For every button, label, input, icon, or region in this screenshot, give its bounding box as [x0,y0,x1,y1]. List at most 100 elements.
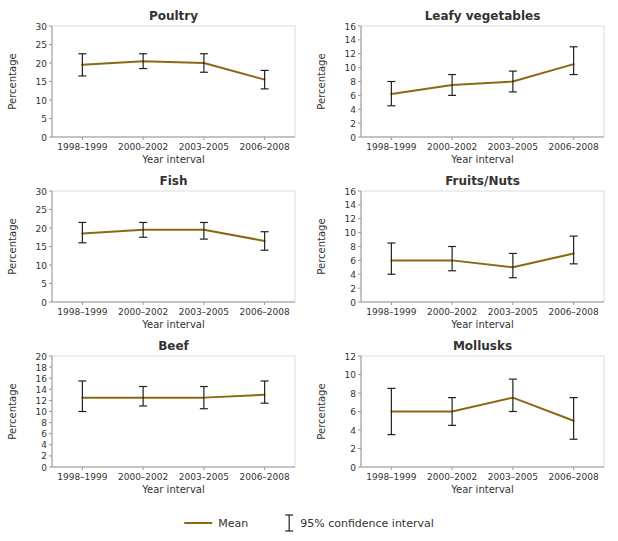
y-tick [49,367,52,368]
error-bar-cap [261,380,269,381]
error-bar-cap [570,397,578,398]
error-bar-cap [139,222,147,223]
y-tick [358,448,361,449]
y-tick-label: 30 [36,22,48,32]
error-bar [509,253,517,277]
x-tick [512,467,513,470]
x-tick-label: 1998–1999 [366,472,417,482]
y-tick [49,283,52,284]
y-tick [49,81,52,82]
panel-title: Poultry [149,9,198,23]
error-bar-cap [200,222,208,223]
x-tick [512,302,513,305]
error-bar-stem [264,70,265,89]
error-bar-cap [509,70,517,71]
legend-symbol [289,515,290,531]
legend-symbol [285,530,293,531]
y-tick-label: 10 [36,407,48,417]
error-bar [200,387,208,409]
y-tick-label: 2 [41,451,47,461]
error-bar-stem [452,75,453,96]
error-bar-stem [391,82,392,106]
y-tick [49,467,52,468]
error-bar-cap [448,270,456,271]
error-bar-cap [78,222,86,223]
x-tick [264,137,265,140]
error-bar-cap [448,95,456,96]
y-tick [358,274,361,275]
x-tick [391,302,392,305]
error-bar-stem [143,222,144,237]
error-bar [448,75,456,96]
y-tick [358,232,361,233]
panel: Poultry0510152025301998–19992000–2002200… [7,9,295,165]
y-tick-label: 4 [350,105,356,115]
error-bar-cap [200,239,208,240]
error-bar-cap [509,253,517,254]
y-tick-label: 10 [345,228,357,238]
figure: Poultry0510152025301998–19992000–2002200… [0,0,618,541]
y-tick [49,455,52,456]
y-tick-label: 4 [41,440,47,450]
y-tick [358,39,361,40]
y-axis-label: Percentage [316,218,327,274]
error-bar-cap [200,72,208,73]
x-tick [452,467,453,470]
error-bar-cap [387,105,395,106]
y-tick [49,137,52,138]
y-tick [358,67,361,68]
x-tick [452,302,453,305]
x-tick-label: 2006–2008 [239,307,290,317]
x-axis-label: Year interval [450,319,513,330]
error-bar-cap [200,408,208,409]
y-tick-label: 14 [345,200,357,210]
y-tick-label: 5 [41,114,47,124]
y-tick-label: 15 [36,242,47,252]
mean-line [82,230,264,241]
y-tick-label: 0 [41,298,47,308]
error-bar [509,71,517,92]
error-bar [261,381,269,403]
error-bar-cap [509,379,517,380]
x-tick [82,302,83,305]
x-tick-label: 1998–1999 [366,142,417,152]
y-tick [358,26,361,27]
error-bar-cap [509,411,517,412]
plot-frame [52,26,295,137]
y-tick-label: 16 [345,187,357,197]
legend-label: Mean [218,517,248,530]
y-tick-label: 0 [41,133,47,143]
y-tick-label: 20 [36,59,48,69]
x-tick [452,137,453,140]
x-tick-label: 2006–2008 [239,142,290,152]
x-tick [264,302,265,305]
y-tick-label: 5 [41,279,47,289]
y-tick [49,433,52,434]
y-tick-label: 8 [350,77,356,87]
error-bar-cap [200,53,208,54]
plot-area [78,222,268,250]
x-tick-label: 2003–2005 [488,307,538,317]
legend-item: Mean [184,517,248,530]
y-tick [49,389,52,390]
mean-line [391,64,573,94]
y-tick [358,246,361,247]
error-bar [139,222,147,237]
y-tick-label: 4 [350,270,356,280]
y-tick [49,63,52,64]
x-axis-label: Year interval [141,319,204,330]
y-tick-label: 8 [41,418,47,428]
legend-label: 95% confidence interval [300,517,434,530]
y-tick [49,118,52,119]
x-tick-label: 2003–2005 [488,472,538,482]
error-bar-stem [143,54,144,69]
panel: Beef024681012141618201998–19992000–20022… [7,339,295,495]
y-tick-label: 20 [36,352,48,362]
x-tick-label: 1998–1999 [57,472,108,482]
error-bar-cap [261,403,269,404]
y-tick [358,260,361,261]
x-tick-label: 2003–2005 [179,142,229,152]
error-bar [261,70,269,89]
error-bar [570,236,578,264]
error-bar-cap [570,263,578,264]
